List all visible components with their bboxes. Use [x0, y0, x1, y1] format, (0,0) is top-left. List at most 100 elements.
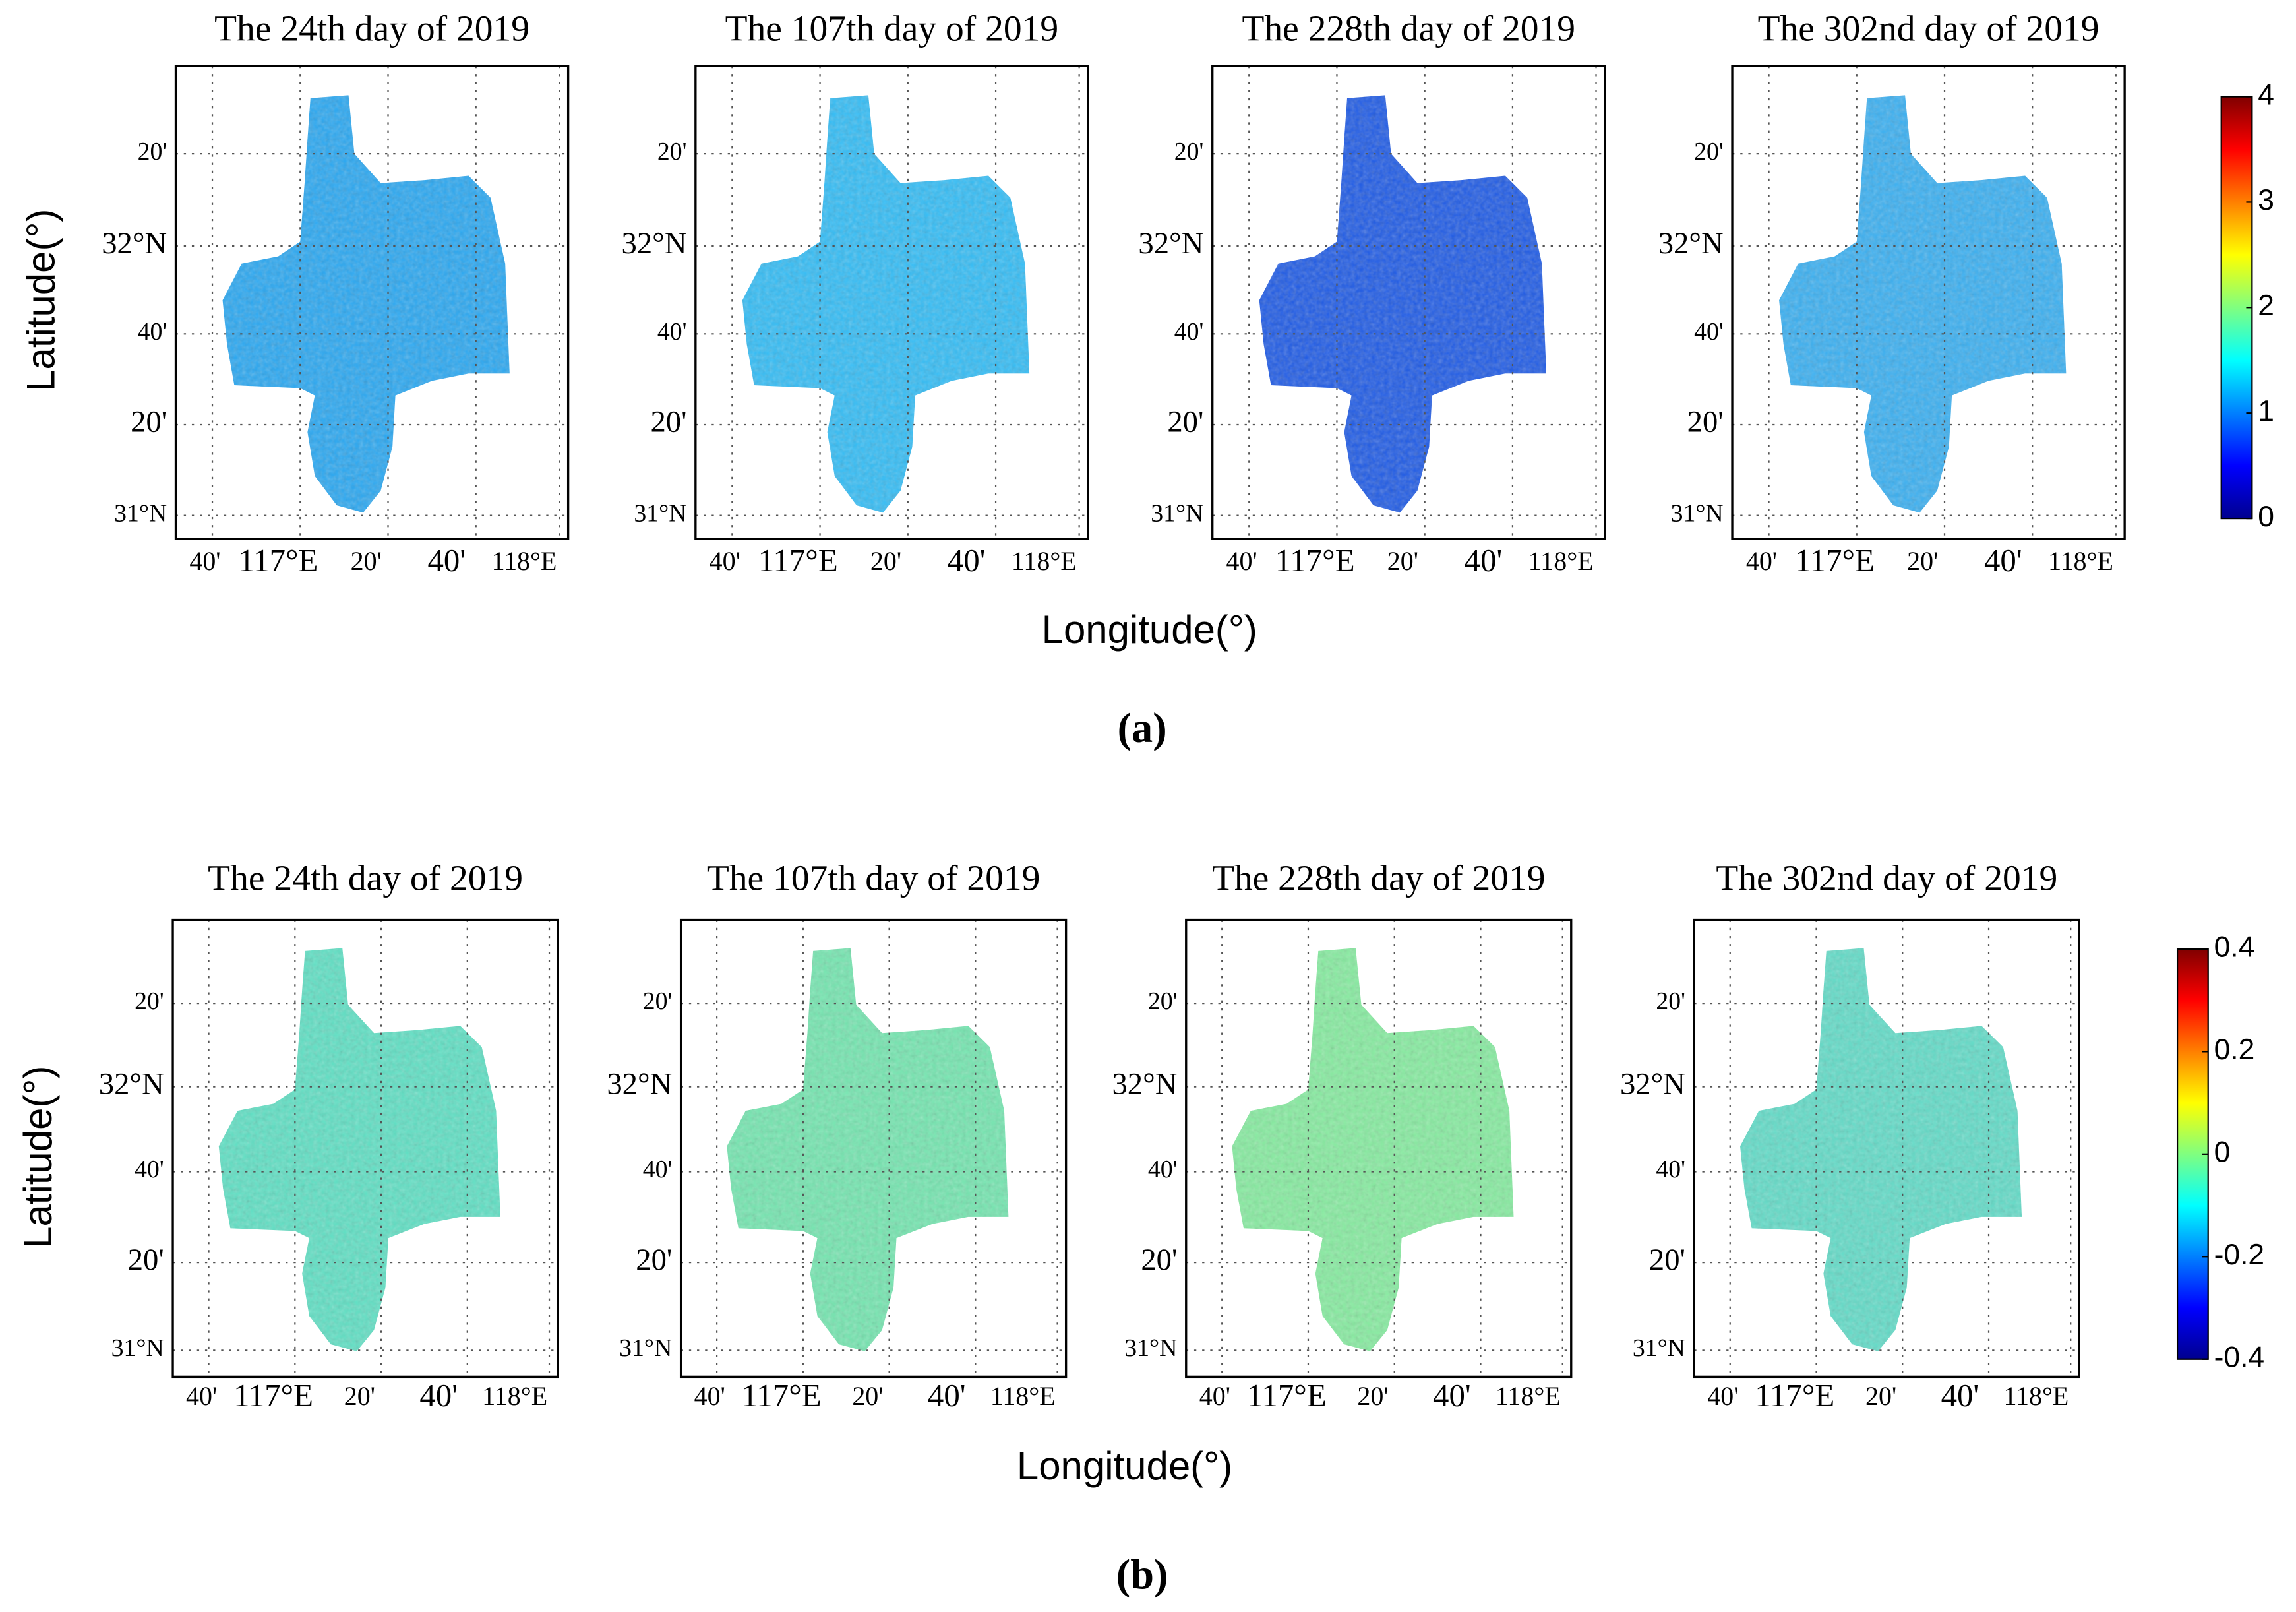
y-tick-label: 32°N: [99, 1067, 164, 1101]
y-tick-label: 20': [1656, 987, 1685, 1015]
y-tick-label: 20': [135, 987, 164, 1015]
colorbar-tick-label: 1: [2258, 395, 2274, 427]
map-frame: [1731, 65, 2126, 540]
map-title: The 24th day of 2019: [214, 9, 529, 49]
y-tick-label: 31°N: [619, 1334, 672, 1362]
x-tick-label: 20': [1865, 1381, 1896, 1411]
y-tick-label: 31°N: [114, 499, 167, 527]
x-tick-label: 118°E: [1528, 546, 1594, 576]
region-texture: [1740, 948, 2022, 1351]
y-tick-label: 20': [650, 405, 686, 439]
y-tick-label: 20': [1174, 138, 1204, 166]
y-tick-label: 20': [1141, 1243, 1177, 1277]
y-tick-label: 20': [636, 1243, 672, 1277]
x-tick-label: 40': [1465, 542, 1503, 578]
map-frame: [679, 918, 1068, 1379]
map-frame: [174, 65, 570, 540]
y-tick-label: 20': [128, 1243, 164, 1277]
x-tick-label: 118°E: [1012, 546, 1077, 576]
y-tick-label: 40': [138, 318, 167, 346]
x-tick-label: 40': [186, 1381, 217, 1411]
y-tick-label: 40': [135, 1156, 164, 1183]
y-tick-label: 32°N: [1138, 226, 1203, 261]
x-tick-label: 20': [344, 1381, 375, 1411]
x-tick-label: 40': [948, 542, 986, 578]
colorbar-tick-label: 2: [2258, 290, 2274, 322]
y-tick-label: 32°N: [1112, 1067, 1177, 1101]
x-tick-label: 40': [1941, 1377, 1979, 1413]
y-tick-label: 31°N: [111, 1334, 164, 1362]
map-title: The 302nd day of 2019: [1716, 859, 2057, 899]
y-tick-label: 31°N: [1633, 1334, 1685, 1362]
region-texture: [742, 95, 1030, 513]
x-tick-label: 118°E: [990, 1381, 1056, 1411]
x-axis-label: Longitude(°): [1017, 1444, 1232, 1488]
x-tick-label: 40': [928, 1377, 966, 1413]
x-tick-label: 118°E: [1495, 1381, 1561, 1411]
y-tick-label: 40': [1148, 1156, 1178, 1183]
y-tick-label: 40': [657, 318, 687, 346]
map-frame: [1211, 65, 1606, 540]
x-tick-label: 117°E: [1755, 1377, 1834, 1413]
x-tick-label: 40': [189, 546, 220, 576]
y-tick-label: 31°N: [1124, 1334, 1177, 1362]
colorbar-tick-label: 0.4: [2214, 931, 2255, 964]
y-tick-label: 20': [1694, 138, 1724, 166]
y-tick-label: 31°N: [634, 499, 686, 527]
region-texture: [222, 95, 510, 513]
colorbar-tick-label: 0: [2214, 1136, 2231, 1169]
region-texture: [1779, 95, 2067, 513]
x-tick-label: 20': [852, 1381, 883, 1411]
y-axis-label: Latitude(°): [19, 209, 63, 392]
x-tick-label: 117°E: [239, 542, 318, 578]
colorbar-tick-label: 0: [2258, 501, 2274, 533]
colorbar-tick-label: 0.2: [2214, 1034, 2255, 1066]
x-tick-label: 20': [870, 546, 901, 576]
map-title: The 24th day of 2019: [208, 859, 523, 899]
x-axis-label: Longitude(°): [1042, 607, 1257, 652]
y-tick-label: 40': [643, 1156, 673, 1183]
map-frame: [1693, 918, 2080, 1379]
y-axis-label: Latitude(°): [16, 1066, 60, 1249]
x-tick-label: 118°E: [482, 1381, 547, 1411]
panel-label: (a): [1118, 704, 1167, 751]
x-tick-label: 117°E: [1247, 1377, 1327, 1413]
x-tick-label: 117°E: [1795, 542, 1875, 578]
x-tick-label: 118°E: [2048, 546, 2113, 576]
x-tick-label: 118°E: [2003, 1381, 2069, 1411]
region-texture: [1259, 95, 1547, 513]
x-tick-label: 40': [1984, 542, 2022, 578]
x-tick-label: 40': [419, 1377, 458, 1413]
x-tick-label: 40': [1199, 1381, 1230, 1411]
y-tick-label: 32°N: [102, 226, 167, 261]
x-tick-label: 117°E: [233, 1377, 313, 1413]
region-texture: [218, 948, 500, 1351]
map-frame: [694, 65, 1089, 540]
panel-label: (b): [1116, 1551, 1168, 1598]
y-tick-label: 40': [1174, 318, 1204, 346]
y-tick-label: 32°N: [1620, 1067, 1685, 1101]
map-title: The 228th day of 2019: [1212, 859, 1546, 899]
x-tick-label: 40': [1746, 546, 1777, 576]
y-tick-label: 40': [1656, 1156, 1685, 1183]
x-tick-label: 20': [351, 546, 382, 576]
y-tick-label: 20': [1148, 987, 1178, 1015]
y-tick-label: 20': [1649, 1243, 1685, 1277]
x-tick-label: 117°E: [742, 1377, 822, 1413]
y-tick-label: 20': [657, 138, 687, 166]
y-tick-label: 40': [1694, 318, 1724, 346]
map-title: The 107th day of 2019: [725, 9, 1059, 49]
colorbar-tick-label: 3: [2258, 184, 2274, 216]
y-tick-label: 20': [1687, 405, 1724, 439]
y-tick-label: 32°N: [622, 226, 687, 261]
y-tick-label: 20': [643, 987, 673, 1015]
x-tick-label: 40': [710, 546, 740, 576]
x-tick-label: 40': [694, 1381, 725, 1411]
x-tick-label: 40': [1226, 546, 1257, 576]
y-tick-label: 32°N: [1658, 226, 1724, 261]
x-tick-label: 118°E: [492, 546, 557, 576]
y-tick-label: 20': [131, 405, 167, 439]
colorbar-tick-label: -0.4: [2214, 1341, 2265, 1373]
